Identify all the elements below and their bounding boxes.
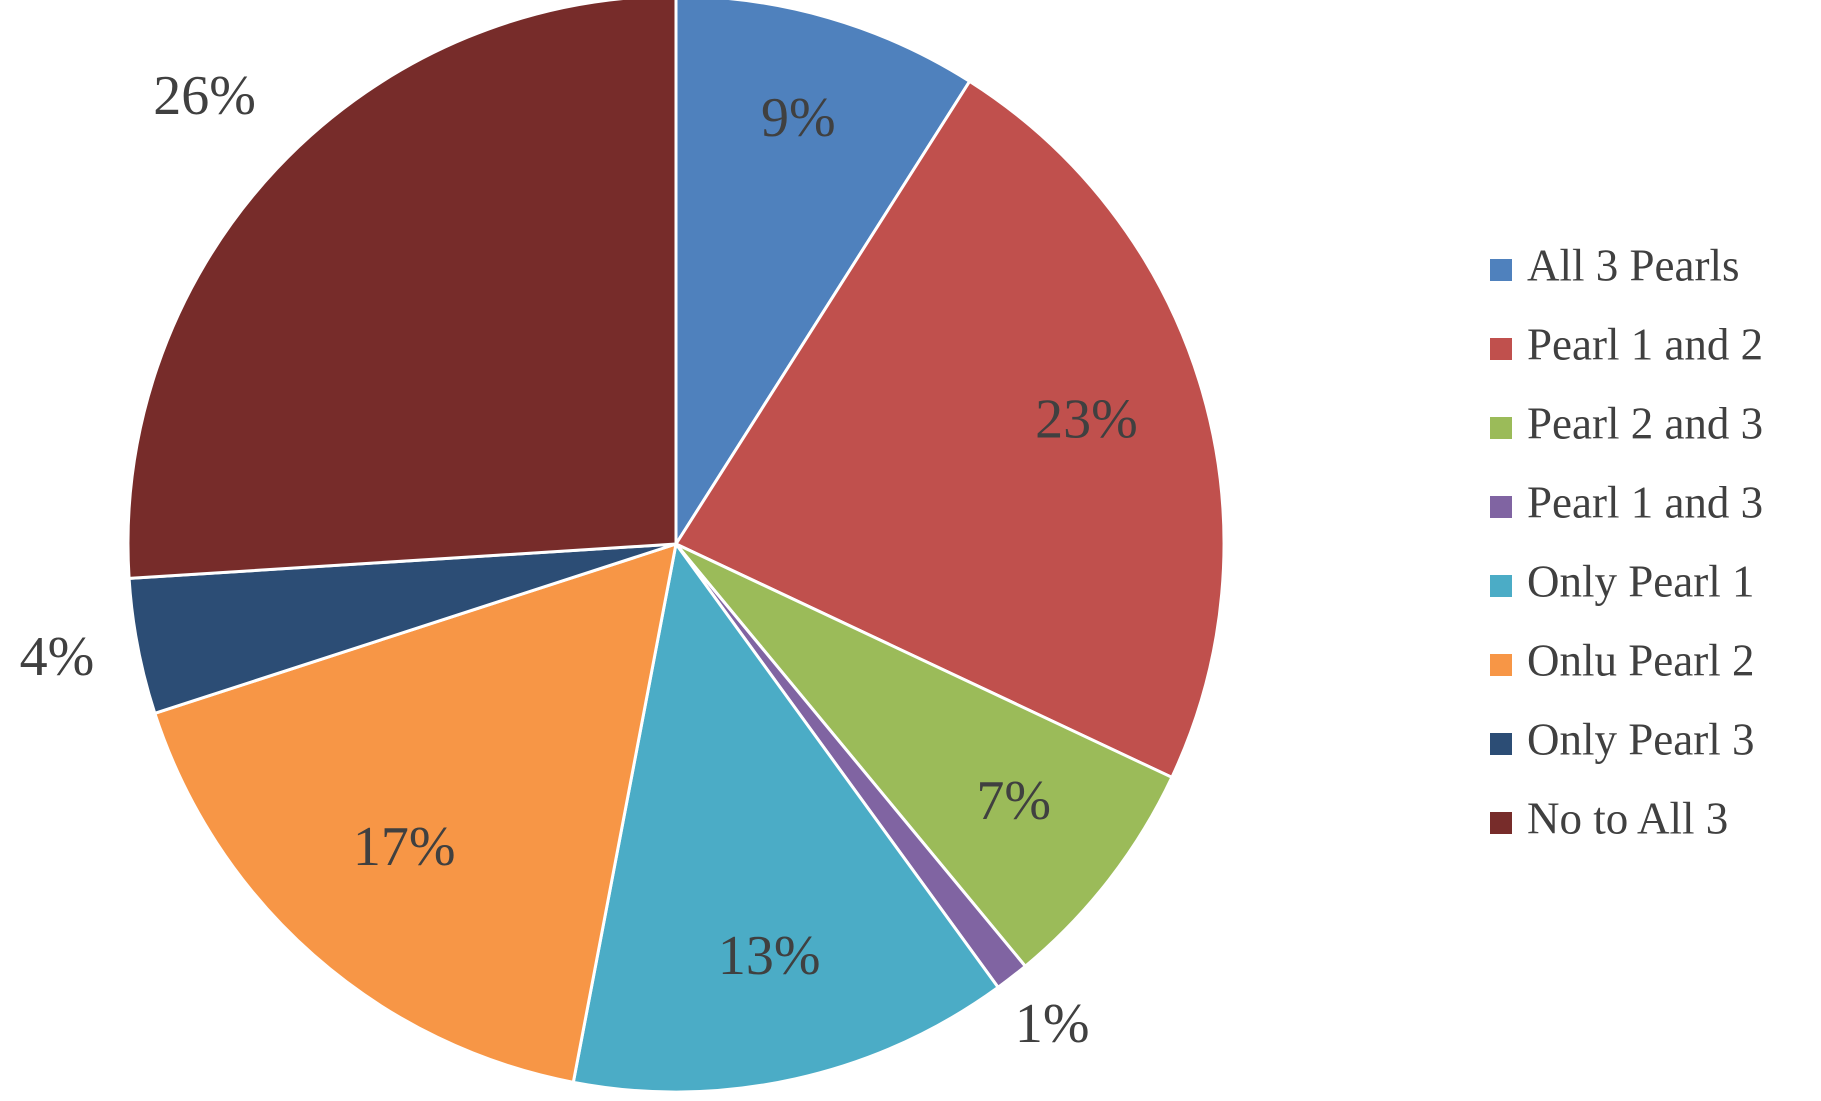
- data-label: 13%: [718, 925, 821, 987]
- data-label: 17%: [353, 816, 456, 878]
- data-label: 4%: [20, 626, 95, 688]
- data-label: 26%: [153, 65, 256, 127]
- legend-swatch: [1490, 575, 1512, 597]
- legend-swatch: [1490, 496, 1512, 518]
- legend-label: Onlu Pearl 2: [1527, 635, 1754, 685]
- data-label: 1%: [1015, 993, 1090, 1055]
- pie-slice: [571, 540, 1001, 1094]
- pie-slice: [673, 79, 1226, 780]
- pie-slice: [126, 0, 678, 581]
- pie-slice: [674, 0, 972, 550]
- legend-swatch: [1490, 733, 1512, 755]
- legend-label: Pearl 1 and 3: [1527, 477, 1763, 527]
- pie-slice: [152, 541, 678, 1085]
- legend-label: Only Pearl 3: [1527, 714, 1754, 764]
- legend-swatch: [1490, 259, 1512, 281]
- legend-label: Pearl 1 and 2: [1527, 319, 1763, 369]
- legend-label: All 3 Pearls: [1527, 240, 1739, 290]
- legend-swatch: [1490, 654, 1512, 676]
- legend-label: No to All 3: [1527, 793, 1728, 843]
- data-label: 23%: [1035, 389, 1138, 451]
- data-label: 7%: [976, 770, 1051, 832]
- data-label: 9%: [761, 87, 836, 149]
- legend-label: Only Pearl 1: [1527, 556, 1754, 606]
- legend-swatch: [1490, 417, 1512, 439]
- pie-slice: [674, 542, 1174, 969]
- legend-swatch: [1490, 812, 1512, 834]
- legend-label: Pearl 2 and 3: [1527, 398, 1763, 448]
- legend-swatch: [1490, 338, 1512, 360]
